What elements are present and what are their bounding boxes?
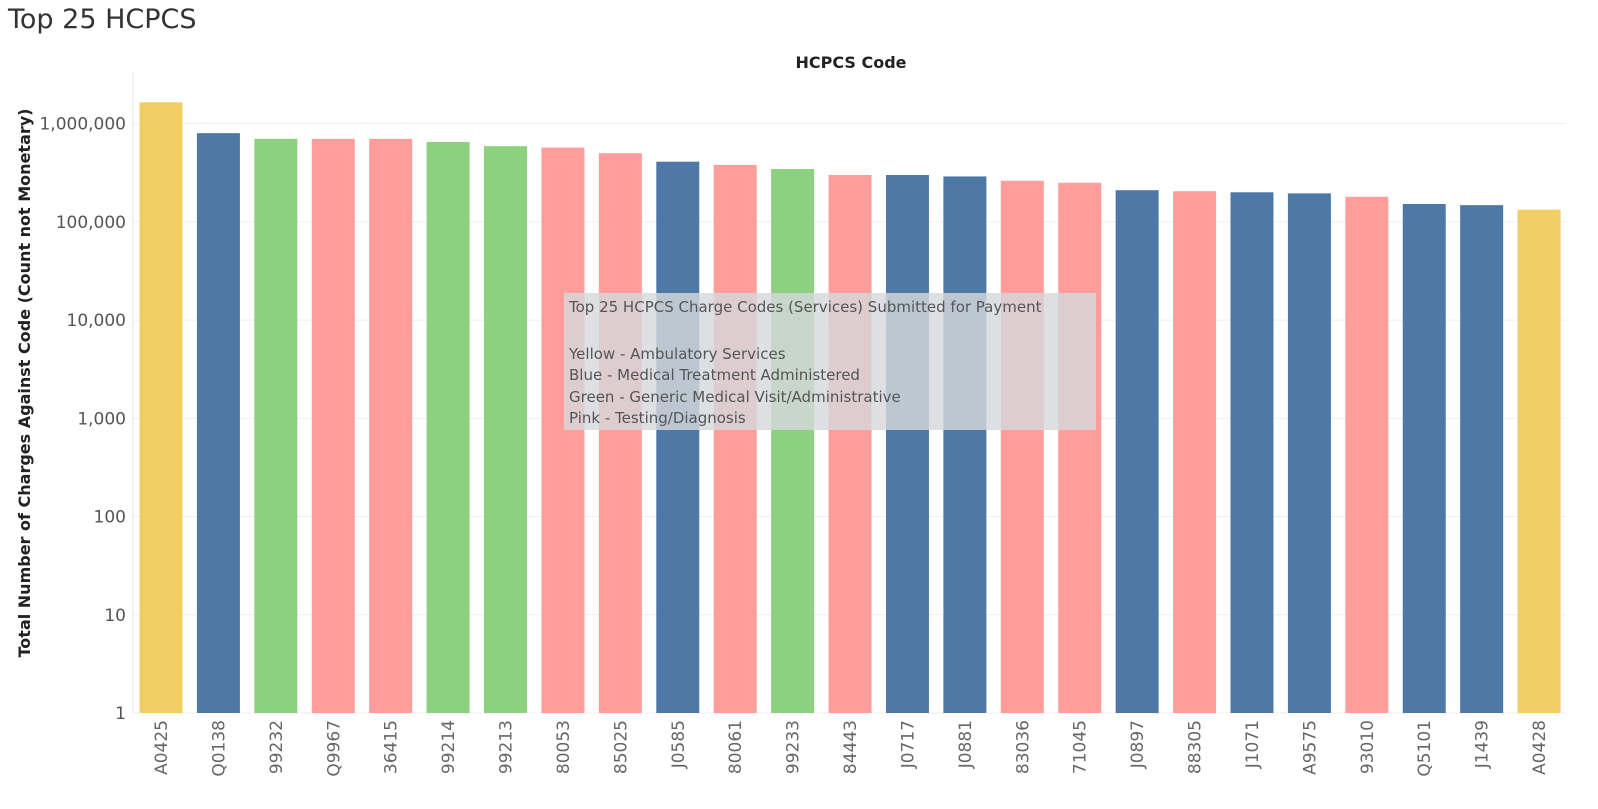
x-tick-label: J1439: [1473, 720, 1493, 769]
bar-80053[interactable]: [541, 147, 585, 714]
x-tick-label: 71045: [1071, 720, 1091, 774]
x-tick-label: A9575: [1300, 720, 1320, 775]
bar-88305[interactable]: [1173, 191, 1217, 713]
bar-J0897[interactable]: [1115, 190, 1159, 714]
x-tick-label: 99233: [784, 720, 804, 774]
bar-84443[interactable]: [828, 174, 872, 713]
y-tick-label: 10,000: [67, 311, 126, 331]
x-tick-label: A0428: [1530, 720, 1550, 775]
y-tick-label: 1,000: [77, 409, 126, 429]
x-tick-label: 80053: [554, 720, 574, 774]
legend-item-pink: Pink - Testing/Diagnosis: [569, 409, 746, 427]
x-tick-label: 93010: [1358, 720, 1378, 774]
y-tick-label: 10: [104, 606, 126, 626]
legend-item-yellow: Yellow - Ambulatory Services: [569, 344, 786, 363]
x-tick-label: 83036: [1013, 720, 1033, 774]
x-tick-label: Q0138: [209, 720, 229, 777]
bar-A0425[interactable]: [139, 102, 183, 714]
y-tick-label: 100: [94, 508, 126, 528]
legend-item-blue: Blue - Medical Treatment Administered: [569, 366, 860, 384]
legend-item-green: Green - Generic Medical Visit/Administra…: [569, 387, 901, 406]
x-tick-label: 84443: [841, 720, 861, 774]
page-title: Top 25 HCPCS: [8, 4, 197, 35]
x-tick-label: 99213: [497, 720, 517, 774]
legend-title: Top 25 HCPCS Charge Codes (Services) Sub…: [569, 298, 1042, 316]
y-tick-label: 1: [115, 704, 126, 724]
x-tick-label: 80061: [726, 720, 746, 774]
x-tick-label: J1071: [1243, 720, 1263, 769]
bar-71045[interactable]: [1058, 182, 1102, 713]
bar-J1439[interactable]: [1460, 205, 1504, 714]
bar-83036[interactable]: [1000, 180, 1044, 714]
bar-99232[interactable]: [254, 138, 298, 714]
y-tick-label: 100,000: [56, 213, 126, 233]
x-tick-label: J0881: [956, 720, 976, 769]
bar-99214[interactable]: [426, 142, 470, 714]
y-tick-label: 1,000,000: [39, 115, 126, 135]
legend-annotation: Top 25 HCPCS Charge Codes (Services) Sub…: [564, 293, 1096, 430]
x-tick-label: J0897: [1128, 720, 1148, 769]
x-tick-label: J0717: [898, 720, 918, 769]
bar-Q5101[interactable]: [1402, 204, 1446, 713]
bars: [139, 102, 1561, 714]
bar-36415[interactable]: [369, 138, 413, 714]
bar-A9575[interactable]: [1287, 193, 1331, 713]
bar-99213[interactable]: [484, 146, 528, 713]
bar-A0428[interactable]: [1517, 209, 1561, 713]
y-axis-title: Total Number of Charges Against Code (Co…: [15, 109, 34, 658]
x-axis-title: HCPCS Code: [795, 53, 906, 72]
x-tick-label: J0585: [669, 720, 689, 769]
bar-J0585[interactable]: [656, 161, 700, 713]
x-tick-label: 36415: [382, 720, 402, 774]
bar-85025[interactable]: [598, 153, 642, 714]
bar-80061[interactable]: [713, 164, 757, 713]
y-axis-ticks: 1 10 100 1,000 10,000 100,000 1,000,000: [39, 115, 126, 724]
x-tick-label: Q5101: [1415, 720, 1435, 777]
bar-93010[interactable]: [1345, 196, 1389, 713]
bar-Q0138[interactable]: [196, 133, 240, 713]
x-tick-label: 99214: [439, 720, 459, 774]
bar-J0881[interactable]: [943, 176, 987, 713]
bar-Q9967[interactable]: [311, 138, 355, 714]
bar-99233[interactable]: [771, 169, 815, 713]
bar-J1071[interactable]: [1230, 192, 1274, 713]
x-tick-label: 99232: [267, 720, 287, 774]
x-tick-label: 88305: [1186, 720, 1206, 774]
x-tick-label: Q9967: [324, 720, 344, 777]
x-tick-label: 85025: [611, 720, 631, 774]
x-tick-label: A0425: [152, 720, 172, 775]
bar-J0717[interactable]: [885, 174, 929, 713]
x-axis-labels: A0425 Q0138 99232 Q9967 36415 99214 99213 80053…: [152, 720, 1550, 777]
